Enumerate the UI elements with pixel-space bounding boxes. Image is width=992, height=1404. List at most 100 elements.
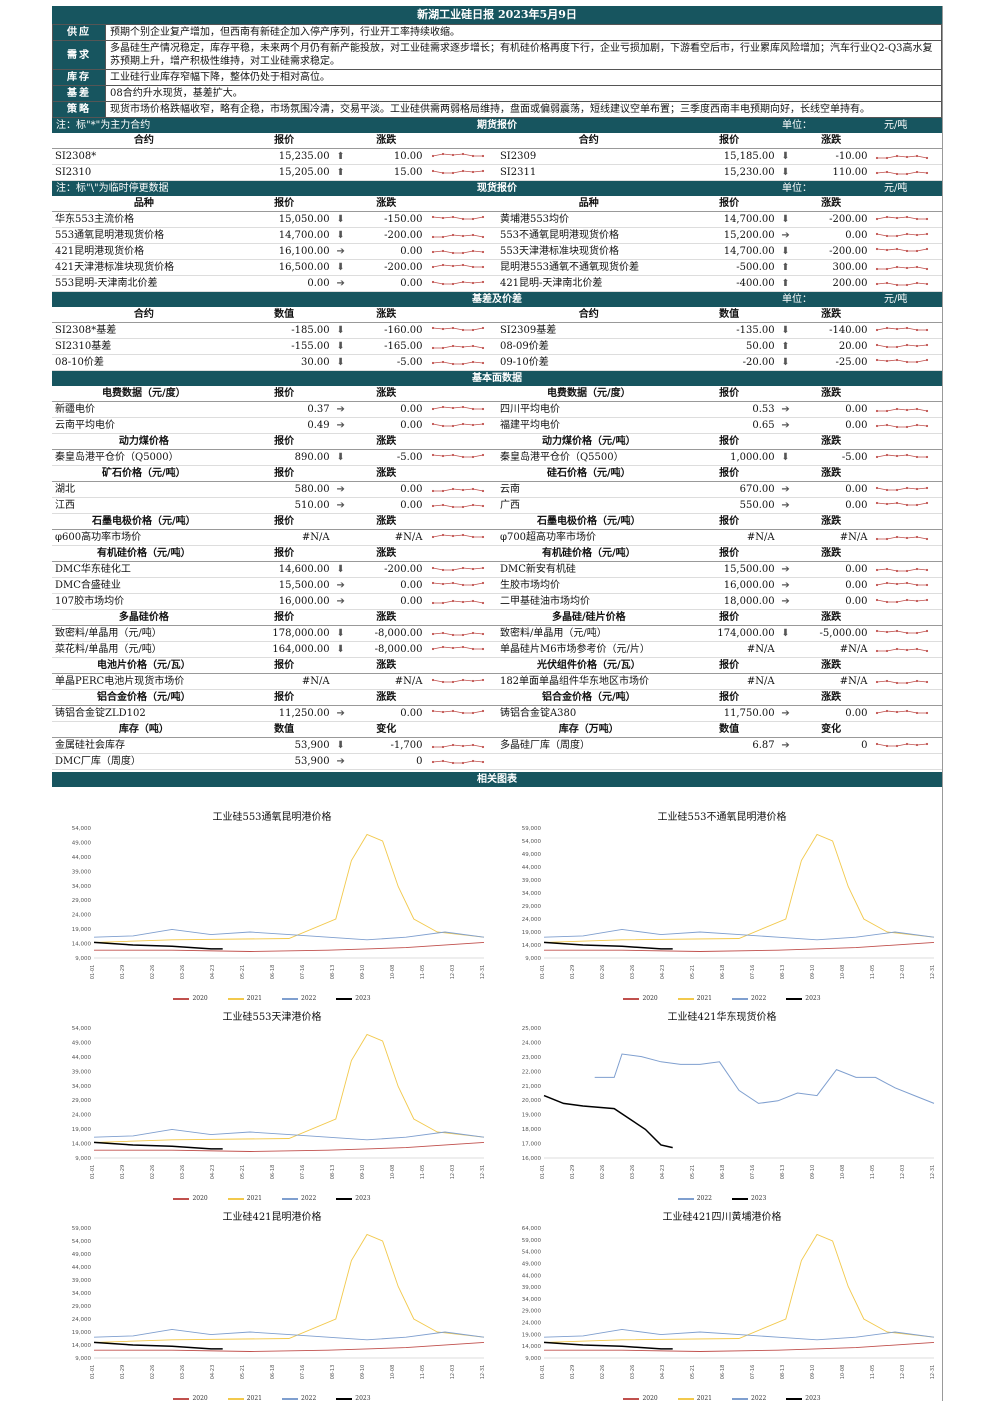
sparkline-point [431,601,434,605]
sparkline-point [441,171,444,175]
column-header: 涨跌 [791,657,871,674]
item-value: 890.00 [235,449,333,466]
x-tick-label: 06-18 [270,1365,276,1380]
sparkline-cell [870,164,942,181]
item-value: 178,000.00 [235,625,333,642]
item-value: 0.65 [680,417,778,434]
x-tick-label: 04-23 [210,1365,216,1380]
sparkline-point [441,601,444,605]
x-tick-label: 06-18 [720,1365,726,1380]
x-tick-label: 11-05 [870,1365,876,1380]
sparkline-path [432,504,483,508]
item-change: 0.00 [346,705,426,722]
sparkline-path [877,536,928,540]
column-header: 涨跌 [346,196,426,212]
column-header [332,609,347,626]
summary-table: 供应 预期个别企业复产增加，但西南有新硅企加入停产序列，行业开工率持续收缩。 需求多… [52,24,942,118]
sparkline-point [906,343,909,347]
sparkline-point [461,645,464,649]
sparkline-point [906,742,909,746]
legend-item: 2023 [336,995,371,1002]
spot-unit-label: 单位： [782,183,812,194]
sparkline-cell [425,753,497,770]
sparkline-point [451,453,454,457]
sparkline-point [886,600,889,604]
sparkline-point [926,501,929,505]
sparkline-cell [870,673,942,690]
sparkline-point [461,152,464,156]
column-header [332,657,347,674]
column-header [332,196,347,212]
column-header [777,133,792,149]
column-header: 涨跌 [346,657,426,674]
item-value: 0.49 [235,417,333,434]
item-name: 铸铝合金锭ZLD102 [52,705,236,722]
column-header [870,513,942,530]
y-tick-label: 34,000 [522,1297,542,1303]
sparkline-point [916,631,919,635]
item-change: -5,000.00 [791,625,871,642]
column-header: 库存（万吨） [496,721,681,738]
sparkline-point [906,266,909,270]
x-tick-label: 05-21 [690,1165,696,1180]
summary-row: 供应 预期个别企业复产增加，但西南有新硅企加入停产序列，行业开工率持续收缩。 [52,24,942,41]
x-tick-label: 04-23 [660,1365,666,1380]
table-row: 铸铝合金锭ZLD102 11,250.00 ➔ 0.00 铸铝合金锭A380 11,750… [52,705,942,722]
sparkline-point [926,267,929,271]
sparkline-point [906,215,909,219]
legend-label: 2020 [192,1395,208,1402]
column-header [425,657,497,674]
summary-text: 08合约升水现货，基差扩大。 [105,85,942,102]
sparkline [876,265,929,271]
change-arrow-cell: ⬇ [777,354,792,371]
arrow-right-icon: ➔ [781,404,790,415]
item-name: 江西 [52,497,236,514]
y-tick-label: 34,000 [72,1084,92,1090]
y-tick-label: 29,000 [522,1309,542,1315]
y-tick-label: 9,000 [75,956,91,962]
item-name: 421昆明港现货价格 [52,243,236,260]
table-row: 553通氧昆明港现货价格 14,700.00 ⬇ -200.00 553不通氧昆明港现货… [52,227,942,244]
change-arrow-cell: ⬇ [777,625,792,642]
item-name: 553不通氧昆明港现货价格 [496,227,681,244]
column-header: 变化 [791,721,871,738]
chart-legend: 2020 2021 2022 2023 [52,1395,492,1402]
report-body: 新湖工业硅日报 2023年5月9日 供应 预期个别企业复产增加，但西南有新硅企加入… [52,6,942,787]
sparkline-point [471,455,474,459]
column-header [777,513,792,530]
sparkline-point [886,453,889,457]
sparkline [431,169,484,175]
change-arrow-cell: ➔ [777,593,792,610]
item-change: -10.00 [791,148,871,165]
column-header: 报价 [680,433,778,450]
item-value: 14,700.00 [680,243,778,260]
sparkline-cell [870,211,942,228]
sparkline-point [461,362,464,366]
chart: 工业硅553通氧昆明港价格 9,000 14,000 19,000 24,000 29,0… [52,808,492,1004]
sparkline-point [896,629,899,633]
sparkline-point [471,249,474,253]
sparkline [431,599,484,605]
item-value: 550.00 [680,497,778,514]
arrow-right-icon: ➔ [336,420,345,431]
table-row: 08-10价差 30.00 ⬇ -5.00 09-10价差 -20.00 ⬇ -25.00 [52,354,942,371]
sparkline-path [432,679,483,683]
sparkline-point [441,327,444,331]
sparkline-point [441,235,444,239]
legend-swatch [623,997,640,1000]
table-row: 421昆明港现货价格 16,100.00 ➔ 0.00 553天津港标准块现货价格 14,… [52,243,942,260]
sparkline-point [461,455,464,459]
table-row: DMC华东硅化工 14,600.00 ⬇ -200.00 DMC新安有机硅 15,500.… [52,561,942,578]
summary-text: 多晶硅生产情况稳定，库存平稳，未来两个月仍有新产能投放，对工业硅需求逐步增长；有… [105,40,942,70]
change-arrow-cell: ⬇ [332,641,347,658]
sparkline-point [896,710,899,714]
change-arrow-cell: ⬇ [777,322,792,339]
change-arrow-cell: ⬇ [332,449,347,466]
y-tick-label: 54,000 [522,839,542,845]
item-value: 14,700.00 [680,211,778,228]
sparkline-point [451,264,454,268]
y-tick-label: 19,000 [522,930,542,936]
arrow-down-icon: ⬇ [336,357,345,368]
sparkline [876,629,929,635]
sparkline-point [461,422,464,426]
